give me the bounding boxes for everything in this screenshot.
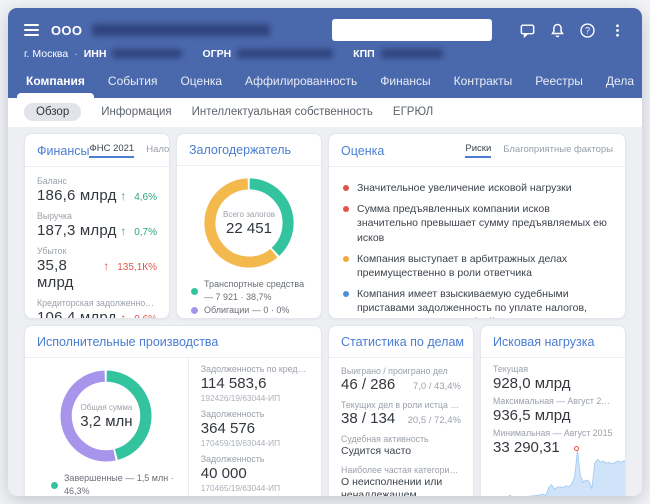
enforcements-donut-chart: Общая сумма 3,2 млн — [54, 364, 158, 468]
rating-card-title[interactable]: Оценка — [341, 143, 385, 158]
dashboard: Финансы ФНС 2021 Налоги Баланс 186,6 млр… — [8, 127, 642, 496]
metric-payables: Кредиторская задолженность 106,4 млрд ↑9… — [37, 294, 157, 319]
enforcement-chart-pane: Общая сумма 3,2 млн Завершенные — 1,5 мл… — [25, 358, 188, 496]
nav-tab-company[interactable]: Компания — [17, 69, 94, 98]
risk-severity-dot — [343, 291, 349, 298]
risk-severity-dot — [343, 206, 349, 213]
trend-up-icon: ↑ — [103, 259, 110, 273]
case-stats-card: Статистика по делам Выиграно / проиграно… — [328, 325, 474, 496]
inn-value-redacted — [112, 49, 183, 58]
nav-tab-contracts[interactable]: Контракты — [453, 74, 513, 88]
chat-icon[interactable] — [519, 22, 536, 39]
rating-card: Оценка Риски Благоприятные факторы Значи… — [328, 133, 626, 319]
svg-text:?: ? — [585, 25, 590, 35]
court-activity-value: Судится часто — [341, 445, 412, 457]
rating-tab-risks[interactable]: Риски — [465, 143, 492, 158]
case-stats-card-title[interactable]: Статистика по делам — [341, 335, 464, 349]
nav-tab-cases[interactable]: Дела — [605, 74, 634, 88]
legend-dot — [191, 307, 198, 314]
enforcement-entries: Задолженность по кредитным платежам… 114… — [187, 358, 321, 496]
lawsuit-card-title[interactable]: Исковая нагрузка — [493, 335, 595, 349]
ogrn-value-redacted — [237, 49, 334, 58]
trend-up-icon: ↑ — [120, 311, 127, 319]
enforcement-card: Исполнительные производства Общая сумма … — [24, 325, 322, 496]
risk-severity-dot — [343, 185, 349, 191]
pledge-card: Залогодержатель Всего залогов 22 451 Тра… — [176, 133, 322, 319]
rating-tab-positive[interactable]: Благоприятные факторы — [503, 144, 613, 155]
trend-up-icon: ↑ — [120, 189, 127, 203]
subtab-overview[interactable]: Обзор — [24, 103, 82, 121]
menu-icon[interactable] — [24, 24, 39, 36]
enforcement-legend: Завершенные — 1,5 млн · 46,3% Открытые —… — [25, 470, 188, 496]
org-type: ООО — [51, 22, 83, 38]
risk-item: Значительное увеличение исковой нагрузки — [343, 181, 611, 195]
metric-balance: Баланс 186,6 млрд ↑ 4,6% — [37, 176, 157, 204]
company-name-redacted — [92, 24, 271, 36]
enforcement-entry: Задолженность 40 000 170465/19/63044-ИП — [200, 454, 281, 493]
nav-tab-rating[interactable]: Оценка — [180, 74, 223, 88]
search-input[interactable] — [332, 19, 492, 41]
kpp-label: КПП — [353, 47, 375, 60]
sub-nav: Обзор Информация Интеллектуальная собств… — [8, 98, 642, 127]
subtab-information[interactable]: Информация — [101, 106, 172, 118]
pledge-card-title[interactable]: Залогодержатель — [189, 143, 292, 157]
subtab-ip[interactable]: Интеллектуальная собственность — [191, 106, 373, 118]
finance-card: Финансы ФНС 2021 Налоги Баланс 186,6 млр… — [24, 133, 170, 319]
metric-loss: Убыток 35,8 млрд ↑ 135,1К% — [37, 246, 157, 291]
risk-item: Компания выступает в арбитражных делах п… — [343, 252, 611, 280]
company-requisites: г. Москва · ИНН ОГРН КПП — [24, 45, 626, 62]
nav-tab-registries[interactable]: Реестры — [535, 74, 583, 88]
enforcement-card-title[interactable]: Исполнительные производства — [37, 335, 219, 349]
company-location: г. Москва — [24, 47, 69, 60]
nav-tab-finance[interactable]: Финансы — [380, 74, 431, 88]
kpp-value-redacted — [380, 49, 443, 58]
lawsuit-load-card: Исковая нагрузка Текущая 928,0 млрд Макс… — [480, 325, 626, 496]
dispute-category-value: О неисполнении или ненадлежащем исполнен… — [341, 475, 443, 496]
trend-up-icon: ↑ — [120, 224, 127, 238]
pledge-legend: Транспортные средства — 7 921 · 38,7% Об… — [177, 276, 321, 318]
inn-label: ИНН — [83, 47, 107, 60]
risk-severity-dot — [343, 255, 349, 262]
finance-tab-fns[interactable]: ФНС 2021 — [89, 143, 135, 158]
help-icon[interactable]: ? — [579, 22, 596, 39]
ogrn-label: ОГРН — [202, 47, 232, 60]
enforcement-entry: Задолженность 364 576 170459/19/63044-ИП — [200, 409, 281, 448]
legend-dot — [191, 287, 198, 295]
enforcement-entry: Задолженность по кредитным платежам… 114… — [200, 364, 309, 403]
subtab-egrul[interactable]: ЕГРЮЛ — [392, 106, 434, 118]
pledges-donut-chart: Всего залогов 22 451 — [198, 172, 300, 274]
nav-tab-events[interactable]: События — [107, 74, 158, 88]
main-nav: Компания События Оценка Аффилированность… — [17, 69, 634, 98]
bell-icon[interactable] — [549, 22, 566, 39]
header: ООО ? г. Москва · ИНН ОГРН — [8, 8, 642, 98]
risk-item: Компания имеет взыскиваемую судебными пр… — [343, 287, 611, 318]
lawsuit-area-chart — [481, 440, 625, 496]
kebab-menu-icon[interactable] — [609, 22, 626, 39]
nav-tab-affiliation[interactable]: Аффилированность — [245, 74, 358, 88]
risk-item: Сумма предъявленных компании исков значи… — [343, 202, 611, 245]
legend-dot — [51, 481, 58, 489]
metric-revenue: Выручка 187,3 млрд ↑ 0,7% — [37, 211, 157, 239]
app-window: ООО ? г. Москва · ИНН ОГРН — [8, 8, 642, 496]
finance-tab-taxes[interactable]: Налоги — [146, 144, 170, 155]
finance-card-title[interactable]: Финансы — [37, 143, 90, 158]
